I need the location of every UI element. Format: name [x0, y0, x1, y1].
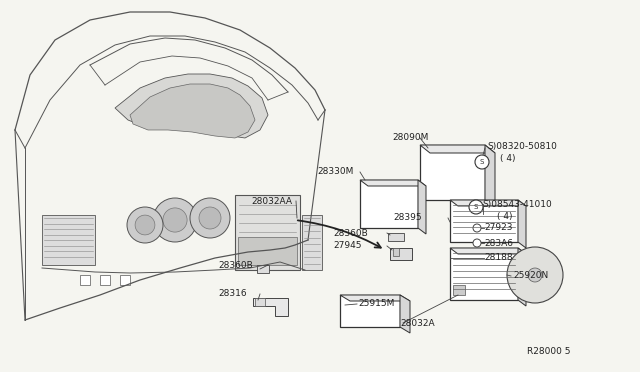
Circle shape: [199, 207, 221, 229]
Polygon shape: [340, 295, 410, 301]
Text: S)08320-50810: S)08320-50810: [487, 142, 557, 151]
Polygon shape: [115, 74, 268, 138]
Bar: [42, 215, 95, 265]
Polygon shape: [420, 145, 495, 153]
Bar: [255, 298, 265, 306]
Bar: [257, 265, 269, 273]
Polygon shape: [450, 200, 526, 206]
Bar: [340, 295, 400, 327]
Text: 27923: 27923: [484, 224, 513, 232]
Text: ( 4): ( 4): [500, 154, 515, 164]
Text: S)08543-41010: S)08543-41010: [482, 199, 552, 208]
Circle shape: [127, 207, 163, 243]
Circle shape: [507, 247, 563, 303]
Bar: [80, 275, 90, 285]
Text: 28032AA: 28032AA: [251, 196, 292, 205]
Bar: [453, 285, 465, 295]
Polygon shape: [400, 295, 410, 333]
Text: 28360B: 28360B: [333, 228, 368, 237]
Text: 28032A: 28032A: [400, 318, 435, 327]
Text: 28395: 28395: [393, 214, 422, 222]
Bar: [302, 215, 322, 270]
Circle shape: [473, 224, 481, 232]
Circle shape: [163, 208, 187, 232]
Bar: [393, 248, 399, 256]
Text: 25920N: 25920N: [513, 272, 548, 280]
Bar: [450, 200, 518, 242]
Text: S: S: [480, 159, 484, 165]
Bar: [360, 180, 418, 228]
Bar: [100, 275, 110, 285]
Text: ( 4): ( 4): [497, 212, 513, 221]
Polygon shape: [418, 180, 426, 234]
Polygon shape: [518, 200, 526, 248]
Bar: [450, 248, 518, 300]
Bar: [120, 275, 130, 285]
Polygon shape: [450, 248, 526, 254]
Text: 28316: 28316: [218, 289, 246, 298]
Bar: [390, 248, 412, 260]
Bar: [388, 233, 404, 241]
Text: 27945: 27945: [333, 241, 362, 250]
Text: 28188: 28188: [484, 253, 513, 263]
Circle shape: [475, 155, 489, 169]
Text: R28000 5: R28000 5: [527, 347, 570, 356]
Polygon shape: [360, 180, 426, 186]
Circle shape: [190, 198, 230, 238]
Bar: [235, 195, 300, 270]
Text: 28330M: 28330M: [317, 167, 353, 176]
Polygon shape: [130, 84, 255, 138]
Polygon shape: [518, 248, 526, 306]
Polygon shape: [253, 298, 288, 316]
Circle shape: [528, 268, 542, 282]
Bar: [420, 145, 485, 200]
Text: 28360B: 28360B: [218, 260, 253, 269]
Circle shape: [473, 239, 481, 247]
Text: 283A6: 283A6: [484, 238, 513, 247]
Text: 25915M: 25915M: [358, 299, 394, 308]
Circle shape: [153, 198, 197, 242]
Text: S: S: [474, 204, 478, 210]
Circle shape: [135, 215, 155, 235]
Bar: [238, 237, 297, 265]
Text: 28090M: 28090M: [392, 134, 428, 142]
Polygon shape: [485, 145, 495, 208]
Circle shape: [469, 200, 483, 214]
